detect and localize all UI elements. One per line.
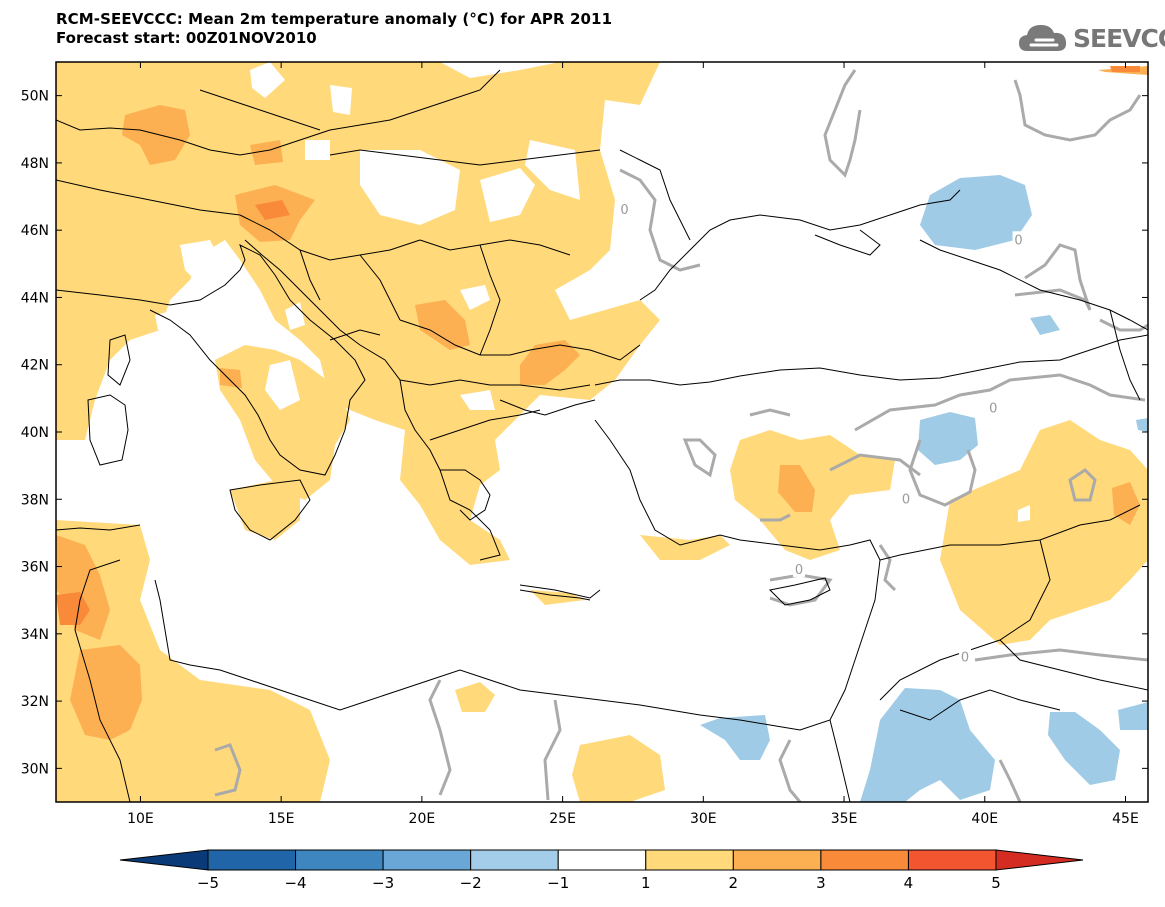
colorbar-segment [295,849,384,871]
contour-label-bg [959,648,972,665]
lat-tick-label: 34N [21,627,49,643]
colorbar-segment [732,849,822,871]
colorbar-segment [557,849,647,871]
colorbar-arrow-low [119,849,209,871]
lon-tick-label: 35E [831,811,858,827]
colorbar-label: −1 [547,874,569,892]
lat-tick-label: 48N [21,156,49,172]
contour-labels: 0 0 0 0 0 0 [618,201,1025,665]
contour-label: 0 [795,563,803,578]
lat-tick-label: 38N [21,492,49,508]
lat-tick-label: 40N [21,425,49,441]
colorbar-label: 1 [641,874,651,892]
colorbar-segment [645,849,734,871]
colorbar-label: 4 [904,874,914,892]
colorbar-segment [382,849,472,871]
lat-tick-label: 46N [21,223,49,239]
colorbar-label: −4 [284,874,306,892]
cloud-icon [1019,25,1067,51]
colorbar-arrow-high [995,849,1084,871]
colorbar-segment [207,849,297,871]
lon-tick-label: 45E [1112,811,1139,827]
colorbar-segment [820,849,909,871]
logo-text: SEEVCCC [1073,23,1165,53]
lon-tick-label: 15E [268,811,295,827]
map-axes: 10E 15E 20E 25E 30E 35E 40E 45E 30N 32N 34N 36N 38N 4… [21,62,1148,827]
forecast-start-subtitle: Forecast start: 00Z01NOV2010 [56,29,317,47]
lon-tick-label: 30E [690,811,717,827]
anomaly-fill-2-to-3 [56,66,1148,740]
contour-label: 0 [1014,233,1022,248]
lon-tick-label: 40E [971,811,998,827]
lon-tick-label: 25E [549,811,576,827]
contour-label-bg [899,490,912,507]
seevccc-logo: SEEVCCC [1017,20,1165,56]
chart-title: RCM-SEEVCCC: Mean 2m temperature anomaly… [56,10,613,28]
map-plot-area: 0 0 0 0 0 0 [56,62,1148,802]
colorbar-label: −2 [460,874,482,892]
contour-label: 0 [961,650,969,665]
colorbar-label: 3 [816,874,826,892]
anomaly-near-zero-pockets [155,62,1135,522]
colorbar-label: −3 [372,874,394,892]
lon-tick-label: 10E [127,811,154,827]
contour-label-bg [618,201,631,217]
lat-tick-label: 32N [21,694,49,710]
contour-label-bg [987,399,1000,416]
contour-label: 0 [989,401,997,416]
colorbar-segment [470,849,559,871]
lat-tick-label: 50N [21,89,49,105]
anomaly-fill-3-to-4 [56,66,1140,625]
lat-tick-label: 42N [21,358,49,374]
colorbar: −5 −4 −3 −2 −1 1 2 3 4 5 [119,849,1084,892]
colorbar-segment [907,849,997,871]
lat-tick-label: 44N [21,290,49,306]
colorbar-label: −5 [197,874,219,892]
colorbar-label: 5 [991,874,1001,892]
colorbar-label: 2 [729,874,739,892]
contour-label: 0 [620,203,628,218]
contour-label: 0 [902,492,910,507]
lat-tick-label: 36N [21,560,49,576]
anomaly-fill-neg-1-to-neg-2 [700,175,1148,802]
zero-contours [214,69,1148,802]
contour-label-bg [1012,231,1025,248]
coastlines-and-borders [56,69,1148,802]
lat-tick-label: 30N [21,761,49,777]
lon-tick-label: 20E [409,811,436,827]
contour-label-bg [793,560,806,577]
